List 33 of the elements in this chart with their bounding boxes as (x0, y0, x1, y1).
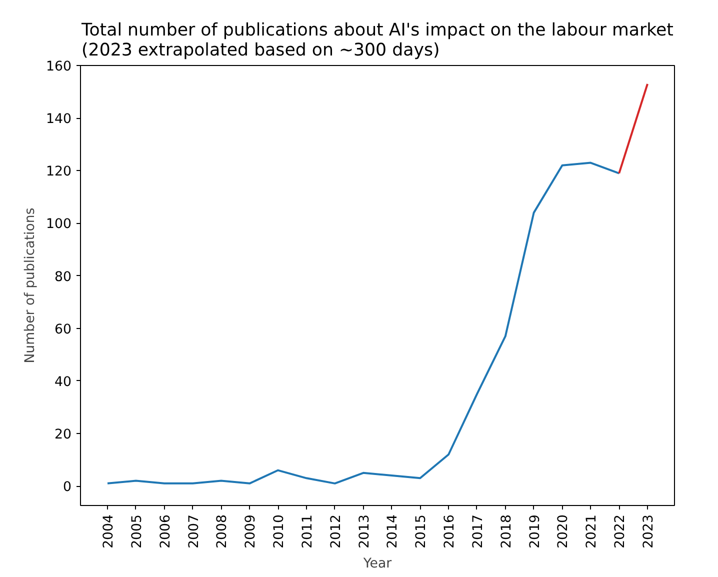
x-tick-label: 2017 (470, 514, 486, 548)
x-tick-label: 2021 (584, 514, 600, 548)
x-tick-label: 2010 (272, 514, 288, 548)
y-tick-label: 60 (54, 322, 72, 338)
x-tick-label: 2005 (130, 514, 145, 548)
y-tick-label: 80 (54, 270, 72, 285)
y-tick-label: 20 (54, 427, 72, 442)
x-tick-label: 2004 (102, 514, 116, 548)
x-tick-label: 2015 (414, 514, 430, 548)
x-tick-label: 2023 (642, 514, 656, 548)
x-tick-label: 2012 (328, 514, 344, 548)
y-tick-label: 120 (46, 164, 72, 180)
y-tick-label: 160 (46, 60, 72, 74)
x-tick-label: 2013 (357, 514, 372, 548)
line-series (106, 162, 620, 484)
x-tick-label: 2011 (300, 514, 316, 548)
y-tick-label: 0 (63, 480, 72, 496)
y-axis-title: Number of publications (23, 208, 38, 364)
x-tick-label: 2006 (158, 514, 174, 548)
x-tick-label: 2009 (244, 514, 259, 548)
x-tick-label: 2018 (499, 514, 514, 548)
chart-title: Total number of publications about AI's impact on the labour market (2023 extrapolated based on ~300 days) (80, 20, 674, 60)
x-tick-label: 2014 (386, 514, 401, 548)
y-tick-label: 140 (46, 112, 72, 128)
x-tick-label: 2019 (528, 514, 543, 548)
x-tick-label: 2007 (186, 514, 202, 548)
x-tick-label: 2020 (556, 514, 572, 548)
x-tick-label: 2016 (442, 514, 458, 548)
x-tick-label: 2022 (613, 514, 628, 548)
x-axis-title: Year (362, 556, 392, 572)
y-tick-label: 40 (54, 374, 72, 390)
y-tick-label: 100 (46, 217, 72, 232)
x-tick-label: 2008 (215, 514, 230, 548)
